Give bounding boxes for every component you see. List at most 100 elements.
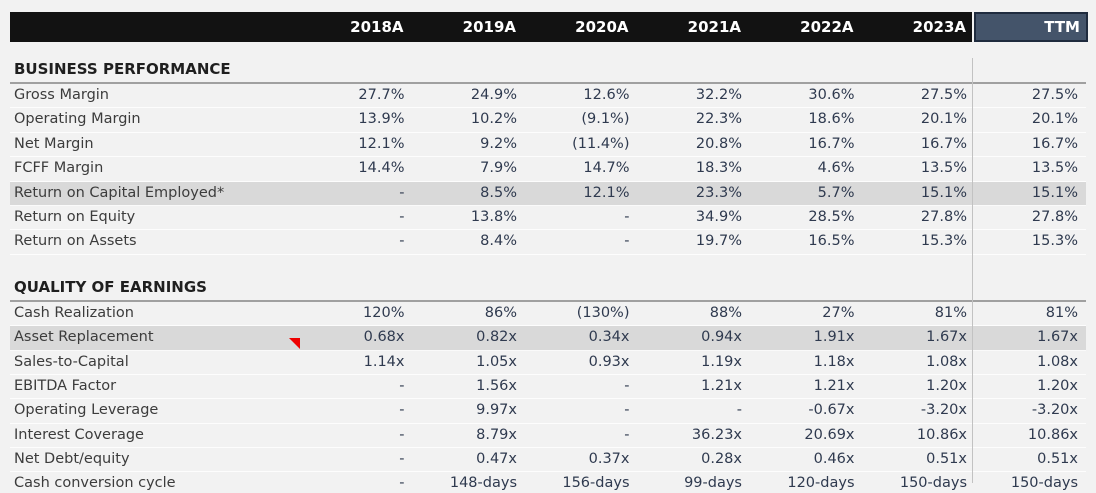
value-cell[interactable]: 0.47x [476, 451, 517, 468]
value-cell[interactable]: - [736, 402, 742, 419]
value-cell[interactable]: 1.08x [926, 353, 967, 370]
value-cell[interactable]: 19.7% [695, 233, 742, 250]
row-label-cell[interactable]: Gross Margin [14, 87, 109, 103]
value-cell[interactable]: 0.93x [588, 353, 630, 370]
column-header-ttm[interactable]: TTM [974, 12, 1088, 42]
value-cell[interactable]: 14.4% [358, 160, 405, 177]
value-cell[interactable]: 20.1% [1031, 111, 1078, 128]
value-cell[interactable]: 1.21x [813, 377, 855, 394]
value-cell[interactable]: 1.67x [926, 329, 967, 346]
value-cell[interactable]: 88% [709, 304, 742, 321]
value-cell[interactable]: (11.4%) [572, 135, 630, 152]
row-label-cell[interactable]: Operating Leverage [14, 402, 159, 419]
value-cell[interactable]: 5.7% [817, 184, 855, 201]
value-cell[interactable]: 18.6% [808, 111, 855, 128]
value-cell[interactable]: -3.20x [1031, 402, 1078, 419]
value-cell[interactable]: 148-days [449, 475, 517, 492]
column-header-2021a[interactable]: 2021A [634, 12, 747, 42]
value-cell[interactable]: 0.51x [926, 451, 967, 468]
value-cell[interactable]: 1.67x [1037, 329, 1078, 346]
value-cell[interactable]: 10.86x [1027, 426, 1078, 443]
row-label-cell[interactable]: Asset Replacement [14, 329, 154, 346]
value-cell[interactable]: 86% [484, 304, 517, 321]
value-cell[interactable]: 1.21x [701, 377, 742, 394]
value-cell[interactable]: 0.51x [1037, 451, 1078, 468]
value-cell[interactable]: 27% [822, 304, 855, 321]
value-cell[interactable]: 18.3% [695, 160, 742, 177]
value-cell[interactable]: (9.1%) [581, 111, 630, 128]
row-label-cell[interactable]: FCFF Margin [14, 160, 104, 177]
value-cell[interactable]: 9.2% [480, 135, 517, 152]
value-cell[interactable]: 0.46x [813, 451, 855, 468]
value-cell[interactable]: 36.23x [691, 426, 742, 443]
value-cell[interactable]: 12.1% [583, 184, 630, 201]
value-cell[interactable]: 81% [1045, 304, 1078, 321]
value-cell[interactable]: 120-days [787, 475, 855, 492]
value-cell[interactable]: 0.82x [476, 329, 517, 346]
value-cell[interactable]: - [624, 402, 630, 419]
value-cell[interactable]: - [399, 208, 405, 225]
value-cell[interactable]: 1.14x [363, 353, 405, 370]
value-cell[interactable]: 10.86x [916, 426, 967, 443]
value-cell[interactable]: 20.8% [695, 135, 742, 152]
value-cell[interactable]: -3.20x [920, 402, 967, 419]
value-cell[interactable]: - [399, 451, 405, 468]
value-cell[interactable]: 16.7% [920, 135, 967, 152]
value-cell[interactable]: 27.5% [920, 87, 967, 103]
value-cell[interactable]: 15.3% [1031, 233, 1078, 250]
row-label-cell[interactable]: Cash conversion cycle [14, 475, 176, 492]
value-cell[interactable]: -0.67x [808, 402, 855, 419]
value-cell[interactable]: 81% [934, 304, 967, 321]
value-cell[interactable]: 16.7% [808, 135, 855, 152]
value-cell[interactable]: - [624, 233, 630, 250]
value-cell[interactable]: - [399, 475, 405, 492]
value-cell[interactable]: - [399, 233, 405, 250]
value-cell[interactable]: (130%) [576, 304, 630, 321]
row-label-cell[interactable]: Interest Coverage [14, 426, 144, 443]
column-header-2019a[interactable]: 2019A [409, 12, 522, 42]
value-cell[interactable]: 20.1% [920, 111, 967, 128]
value-cell[interactable]: 13.5% [920, 160, 967, 177]
value-cell[interactable]: 34.9% [695, 208, 742, 225]
value-cell[interactable]: 156-days [562, 475, 630, 492]
value-cell[interactable]: - [624, 208, 630, 225]
value-cell[interactable]: 16.5% [808, 233, 855, 250]
value-cell[interactable]: 120% [363, 304, 405, 321]
value-cell[interactable]: 1.08x [1037, 353, 1078, 370]
value-cell[interactable]: 4.6% [817, 160, 855, 177]
value-cell[interactable]: 30.6% [808, 87, 855, 103]
value-cell[interactable]: - [399, 184, 405, 201]
value-cell[interactable]: 12.6% [583, 87, 630, 103]
value-cell[interactable]: 9.97x [476, 402, 517, 419]
value-cell[interactable]: 1.91x [813, 329, 855, 346]
row-label-cell[interactable]: Net Debt/equity [14, 451, 130, 468]
value-cell[interactable]: 0.28x [701, 451, 742, 468]
value-cell[interactable]: 24.9% [470, 87, 517, 103]
value-cell[interactable]: 1.20x [926, 377, 967, 394]
row-label-cell[interactable]: EBITDA Factor [14, 377, 117, 394]
row-label-cell[interactable]: Return on Equity [14, 208, 136, 225]
value-cell[interactable]: 0.68x [363, 329, 405, 346]
value-cell[interactable]: 27.8% [1031, 208, 1078, 225]
value-cell[interactable]: 27.8% [920, 208, 967, 225]
value-cell[interactable]: 32.2% [695, 87, 742, 103]
column-header-2018a[interactable]: 2018A [297, 12, 410, 42]
value-cell[interactable]: 1.05x [476, 353, 517, 370]
value-cell[interactable]: 15.3% [920, 233, 967, 250]
column-header-2020a[interactable]: 2020A [522, 12, 635, 42]
value-cell[interactable]: 13.9% [358, 111, 405, 128]
value-cell[interactable]: 12.1% [358, 135, 405, 152]
value-cell[interactable]: - [399, 377, 405, 394]
value-cell[interactable]: 99-days [684, 475, 742, 492]
value-cell[interactable]: 13.5% [1031, 160, 1078, 177]
value-cell[interactable]: 8.5% [480, 184, 517, 201]
value-cell[interactable]: 13.8% [470, 208, 517, 225]
value-cell[interactable]: 0.94x [701, 329, 742, 346]
value-cell[interactable]: - [399, 402, 405, 419]
column-header-2022a[interactable]: 2022A [747, 12, 860, 42]
row-label-cell[interactable]: Return on Capital Employed* [14, 184, 225, 201]
value-cell[interactable]: - [624, 377, 630, 394]
value-cell[interactable]: 1.56x [476, 377, 517, 394]
value-cell[interactable]: 1.18x [813, 353, 855, 370]
value-cell[interactable]: 7.9% [480, 160, 517, 177]
